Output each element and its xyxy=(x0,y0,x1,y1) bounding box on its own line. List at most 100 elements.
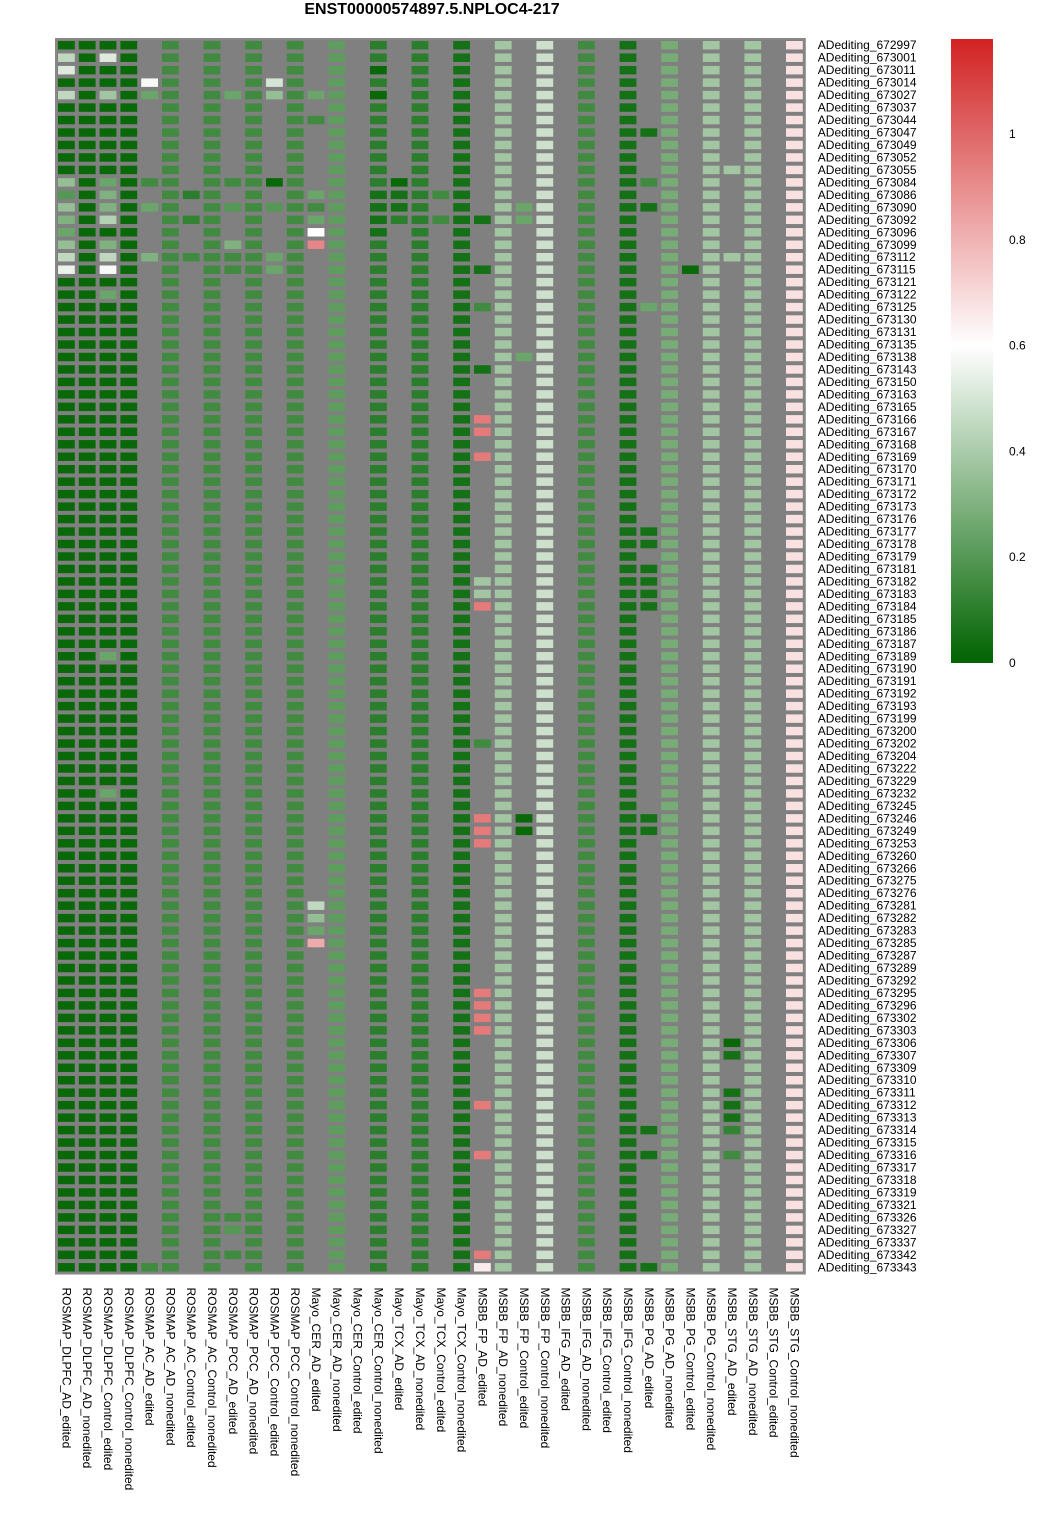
heatmap-cell xyxy=(661,814,678,823)
row-label: ADediting_673166 xyxy=(818,412,917,426)
heatmap-cell xyxy=(744,938,762,948)
heatmap-cell xyxy=(536,938,554,948)
heatmap-cell xyxy=(411,751,429,761)
heatmap-cell xyxy=(786,1250,803,1260)
heatmap-cell xyxy=(453,352,470,362)
heatmap-cell xyxy=(286,165,304,175)
heatmap-cell xyxy=(328,489,346,499)
heatmap-cell xyxy=(515,826,533,836)
heatmap-cell xyxy=(78,701,96,711)
row-label: ADediting_673150 xyxy=(818,375,917,389)
heatmap-cell xyxy=(370,627,387,636)
heatmap-cell xyxy=(682,265,699,274)
heatmap-cell xyxy=(723,1113,741,1122)
heatmap-cell xyxy=(786,115,803,125)
heatmap-cell xyxy=(536,701,554,711)
heatmap-cell xyxy=(786,552,803,561)
heatmap-cell xyxy=(286,464,304,474)
heatmap-cell xyxy=(99,913,117,923)
heatmap-cell xyxy=(370,252,387,262)
heatmap-cell xyxy=(661,190,678,200)
heatmap-cell xyxy=(328,639,346,649)
heatmap-cell xyxy=(786,589,803,599)
heatmap-cell xyxy=(640,539,658,549)
column-label: ROSMAP_DLPFC_AD_nonedited xyxy=(80,1288,94,1469)
heatmap-cell xyxy=(411,140,429,150)
heatmap-cell xyxy=(99,938,117,948)
heatmap-cell xyxy=(744,427,762,437)
heatmap-cell xyxy=(99,764,117,773)
heatmap-cell xyxy=(786,764,803,773)
heatmap-cell xyxy=(162,701,179,711)
heatmap-cell xyxy=(78,290,96,299)
heatmap-cell xyxy=(203,1150,221,1160)
heatmap-cell xyxy=(578,1013,595,1023)
heatmap-cell xyxy=(578,639,595,649)
heatmap-cell xyxy=(578,926,595,935)
heatmap-cell xyxy=(578,1200,595,1210)
heatmap-cell xyxy=(619,1088,637,1097)
colorbar-tick-label: 0.4 xyxy=(1009,444,1026,458)
heatmap-cell xyxy=(786,652,803,661)
heatmap-cell xyxy=(120,1063,138,1073)
heatmap-cell xyxy=(78,1150,96,1160)
heatmap-cell xyxy=(370,714,387,723)
heatmap-cell xyxy=(370,564,387,574)
heatmap-cell xyxy=(578,1063,595,1073)
heatmap-cell xyxy=(162,1175,179,1185)
heatmap-cell xyxy=(99,714,117,723)
heatmap-cell xyxy=(786,739,803,748)
heatmap-cell xyxy=(162,1088,179,1097)
heatmap-cell xyxy=(224,1213,242,1222)
heatmap-cell xyxy=(453,390,470,399)
heatmap-cell xyxy=(411,190,429,200)
heatmap-cell xyxy=(578,876,595,885)
row-label: ADediting_673044 xyxy=(818,113,917,127)
heatmap-cell xyxy=(619,839,637,848)
heatmap-cell xyxy=(328,1263,346,1272)
heatmap-cell xyxy=(245,602,262,611)
heatmap-cell xyxy=(99,440,117,449)
heatmap-cell xyxy=(661,976,678,985)
heatmap-cell xyxy=(286,527,304,536)
heatmap-cell xyxy=(120,203,138,212)
heatmap-cell xyxy=(494,602,512,611)
heatmap-cell xyxy=(702,976,720,985)
heatmap-cell xyxy=(245,53,262,62)
column-label: Mayo_TCX_AD_edited xyxy=(392,1288,406,1411)
heatmap-cell xyxy=(120,415,138,424)
heatmap-cell xyxy=(494,888,512,898)
heatmap-cell xyxy=(494,826,512,836)
heatmap-cell xyxy=(619,801,637,811)
heatmap-cell xyxy=(245,1088,262,1097)
heatmap-cell xyxy=(432,190,450,200)
heatmap-cell xyxy=(494,789,512,798)
heatmap-cell xyxy=(536,265,554,274)
row-label: ADediting_673313 xyxy=(818,1111,917,1125)
heatmap-cell xyxy=(744,726,762,736)
heatmap-cell xyxy=(702,352,720,362)
heatmap-cell xyxy=(578,963,595,973)
heatmap-cell xyxy=(286,477,304,486)
heatmap-cell xyxy=(744,240,762,249)
heatmap-cell xyxy=(411,689,429,698)
heatmap-cell xyxy=(619,938,637,948)
heatmap-cell xyxy=(286,1125,304,1135)
heatmap-cell xyxy=(536,128,554,137)
heatmap-cell xyxy=(78,1038,96,1048)
heatmap-cell xyxy=(453,814,470,823)
heatmap-cell xyxy=(78,1225,96,1235)
heatmap-cell xyxy=(328,913,346,923)
heatmap-cell xyxy=(661,1001,678,1010)
heatmap-cell xyxy=(99,1063,117,1073)
heatmap-cell xyxy=(99,1038,117,1048)
heatmap-cell xyxy=(58,876,75,885)
heatmap-cell xyxy=(744,452,762,461)
heatmap-cell xyxy=(286,402,304,412)
heatmap-cell xyxy=(661,1125,678,1135)
heatmap-cell xyxy=(661,701,678,711)
heatmap-cell xyxy=(203,1175,221,1185)
heatmap-cell xyxy=(162,1138,179,1147)
heatmap-cell xyxy=(245,402,262,412)
heatmap-cell xyxy=(453,265,470,274)
